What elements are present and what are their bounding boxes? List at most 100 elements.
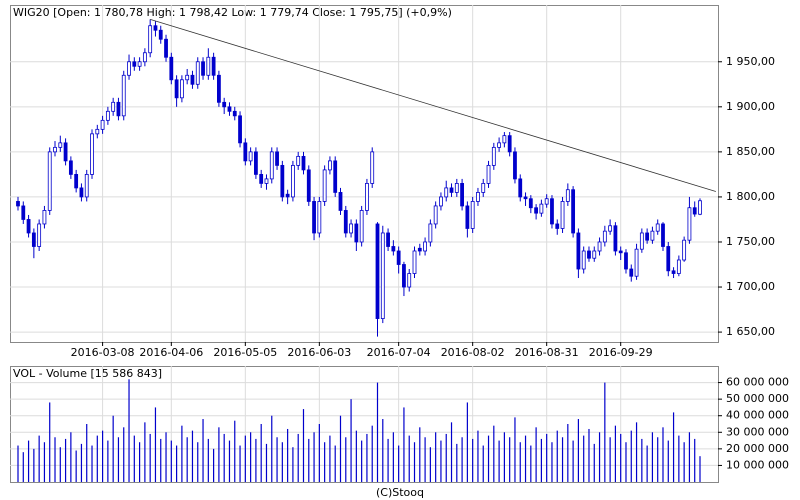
candle-body: [391, 246, 396, 252]
candle-body: [380, 232, 385, 319]
candle-body: [169, 56, 174, 81]
candle-body: [158, 29, 163, 40]
candle-body: [259, 174, 264, 184]
candle-body: [343, 210, 348, 234]
candle-body: [565, 189, 570, 202]
candle-body: [190, 74, 195, 85]
x-tick-label: 2016-08-02: [441, 346, 505, 359]
candle-body: [306, 169, 311, 202]
candle-body: [195, 61, 200, 85]
candle-body: [21, 205, 26, 220]
candle-body: [322, 169, 327, 202]
y-tick-label: 30 000 000: [726, 425, 789, 438]
candle-body: [497, 142, 502, 148]
footer: (C)Stooq: [376, 486, 424, 499]
candle-body: [618, 250, 623, 254]
candle-body: [698, 200, 702, 215]
candle-body: [428, 223, 433, 243]
candle-body: [639, 232, 644, 250]
candle-body: [291, 164, 295, 198]
candle-body: [301, 155, 306, 171]
candle-body: [185, 74, 190, 81]
panel-title: WIG20 [Open: 1 780,78 High: 1 798,42 Low…: [13, 6, 452, 19]
candle-body: [111, 101, 116, 112]
candle-body: [454, 183, 459, 193]
candle-body: [84, 174, 89, 198]
candle-body: [460, 183, 464, 207]
candle-body: [629, 268, 634, 277]
candle-body: [396, 250, 401, 265]
candle-body: [206, 56, 211, 76]
candle-body: [528, 198, 533, 209]
candle-body: [386, 232, 390, 247]
candle-body: [26, 219, 31, 234]
candle-body: [433, 205, 438, 225]
candle-body: [507, 135, 512, 153]
candle-body: [47, 151, 52, 211]
candle-body: [650, 230, 655, 241]
x-tick-label: 2016-04-06: [139, 346, 203, 359]
candle-body: [423, 241, 427, 252]
y-tick-label: 1 650,00: [726, 325, 775, 338]
candle-body: [602, 230, 607, 243]
y-tick-label: 10 000 000: [726, 458, 789, 471]
y-tick-label: 1 900,00: [726, 100, 775, 113]
candle-body: [439, 196, 443, 207]
candle-body: [211, 56, 216, 76]
candle-body: [137, 61, 142, 67]
candle-body: [470, 201, 475, 229]
candle-body: [587, 250, 591, 259]
candle-body: [491, 146, 496, 166]
y-tick-label: 40 000 000: [726, 409, 789, 422]
candle-body: [518, 178, 523, 198]
candle-body: [333, 160, 338, 193]
candle-body: [571, 189, 576, 234]
candle-body: [365, 183, 369, 211]
candle-body: [465, 205, 470, 229]
candle-body: [560, 201, 565, 229]
candle-body: [550, 198, 554, 225]
candle-body: [243, 142, 248, 162]
price-panel: [10, 5, 719, 343]
candle-body: [634, 248, 639, 277]
x-tick-label: 2016-08-31: [515, 346, 579, 359]
candle-body: [68, 160, 73, 175]
candle-body: [174, 79, 179, 99]
candle-body: [502, 135, 507, 144]
x-tick-label: 2016-03-08: [71, 346, 135, 359]
candle-body: [523, 196, 528, 200]
candle-body: [576, 232, 581, 270]
candle-body: [312, 201, 316, 234]
candle-body: [16, 201, 20, 207]
candle-body: [354, 223, 359, 243]
candle-body: [412, 250, 417, 274]
candle-body: [687, 207, 692, 241]
candle-body: [121, 74, 126, 117]
y-tick-label: 1 700,00: [726, 280, 775, 293]
candle-body: [486, 164, 491, 184]
y-tick-label: 20 000 000: [726, 442, 789, 455]
candle-body: [264, 178, 269, 184]
candle-body: [95, 128, 100, 135]
candle-body: [624, 252, 628, 270]
candle-body: [608, 225, 613, 232]
candle-body: [42, 210, 47, 225]
candle-body: [269, 151, 274, 180]
candle-body: [275, 151, 279, 166]
candle-body: [317, 201, 322, 234]
candle-body: [661, 223, 665, 247]
y-tick-label: 1 750,00: [726, 235, 775, 248]
candle-body: [148, 25, 153, 54]
candle-body: [201, 61, 205, 76]
candle-body: [417, 247, 422, 252]
candle-body: [105, 110, 110, 121]
candle-body: [449, 187, 454, 193]
candle-body: [597, 241, 602, 252]
candle-body: [682, 239, 687, 261]
x-tick-label: 2016-06-03: [287, 346, 351, 359]
candle-body: [216, 74, 221, 103]
candle-body: [481, 183, 486, 193]
candle-body: [671, 270, 676, 274]
candle-body: [90, 133, 94, 175]
